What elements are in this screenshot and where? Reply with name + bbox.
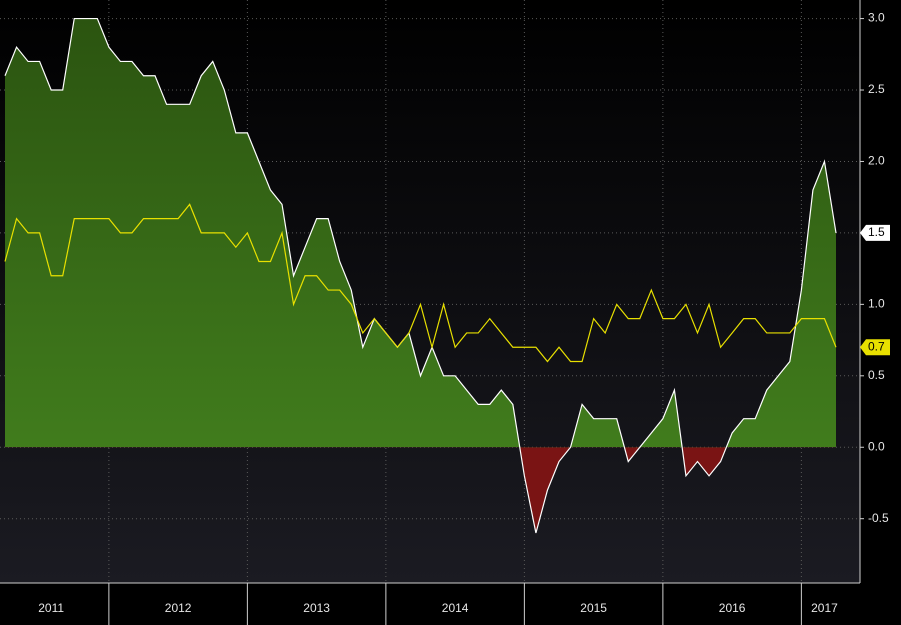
line bbox=[4, 17, 837, 534]
y-tick-label: -0.5 bbox=[868, 511, 889, 525]
y-tick-label: 3.0 bbox=[868, 11, 885, 25]
x-tick-label: 2011 bbox=[38, 601, 64, 615]
y-tick-label: 1.0 bbox=[868, 297, 885, 311]
last-value-label: 0.7 bbox=[868, 339, 885, 353]
y-tick-label: 2.0 bbox=[868, 154, 885, 168]
x-axis-band bbox=[0, 583, 901, 625]
last-value-label: 1.5 bbox=[868, 225, 885, 239]
x-tick-label: 2012 bbox=[165, 601, 192, 615]
last-value-tag bbox=[860, 339, 890, 356]
x-tick-label: 2016 bbox=[719, 601, 746, 615]
area-positive bbox=[5, 18, 836, 448]
y-tick-label: 0.0 bbox=[868, 439, 885, 453]
x-tick-label: 2017 bbox=[811, 601, 838, 615]
area-negative bbox=[519, 447, 727, 533]
y-tick-label: 2.5 bbox=[868, 82, 885, 96]
last-value-tag bbox=[860, 224, 890, 241]
x-tick-label: 2013 bbox=[303, 601, 330, 615]
y-tick-label: 0.5 bbox=[868, 368, 885, 382]
line bbox=[4, 203, 837, 363]
x-tick-label: 2014 bbox=[442, 601, 469, 615]
x-tick-label: 2015 bbox=[580, 601, 607, 615]
